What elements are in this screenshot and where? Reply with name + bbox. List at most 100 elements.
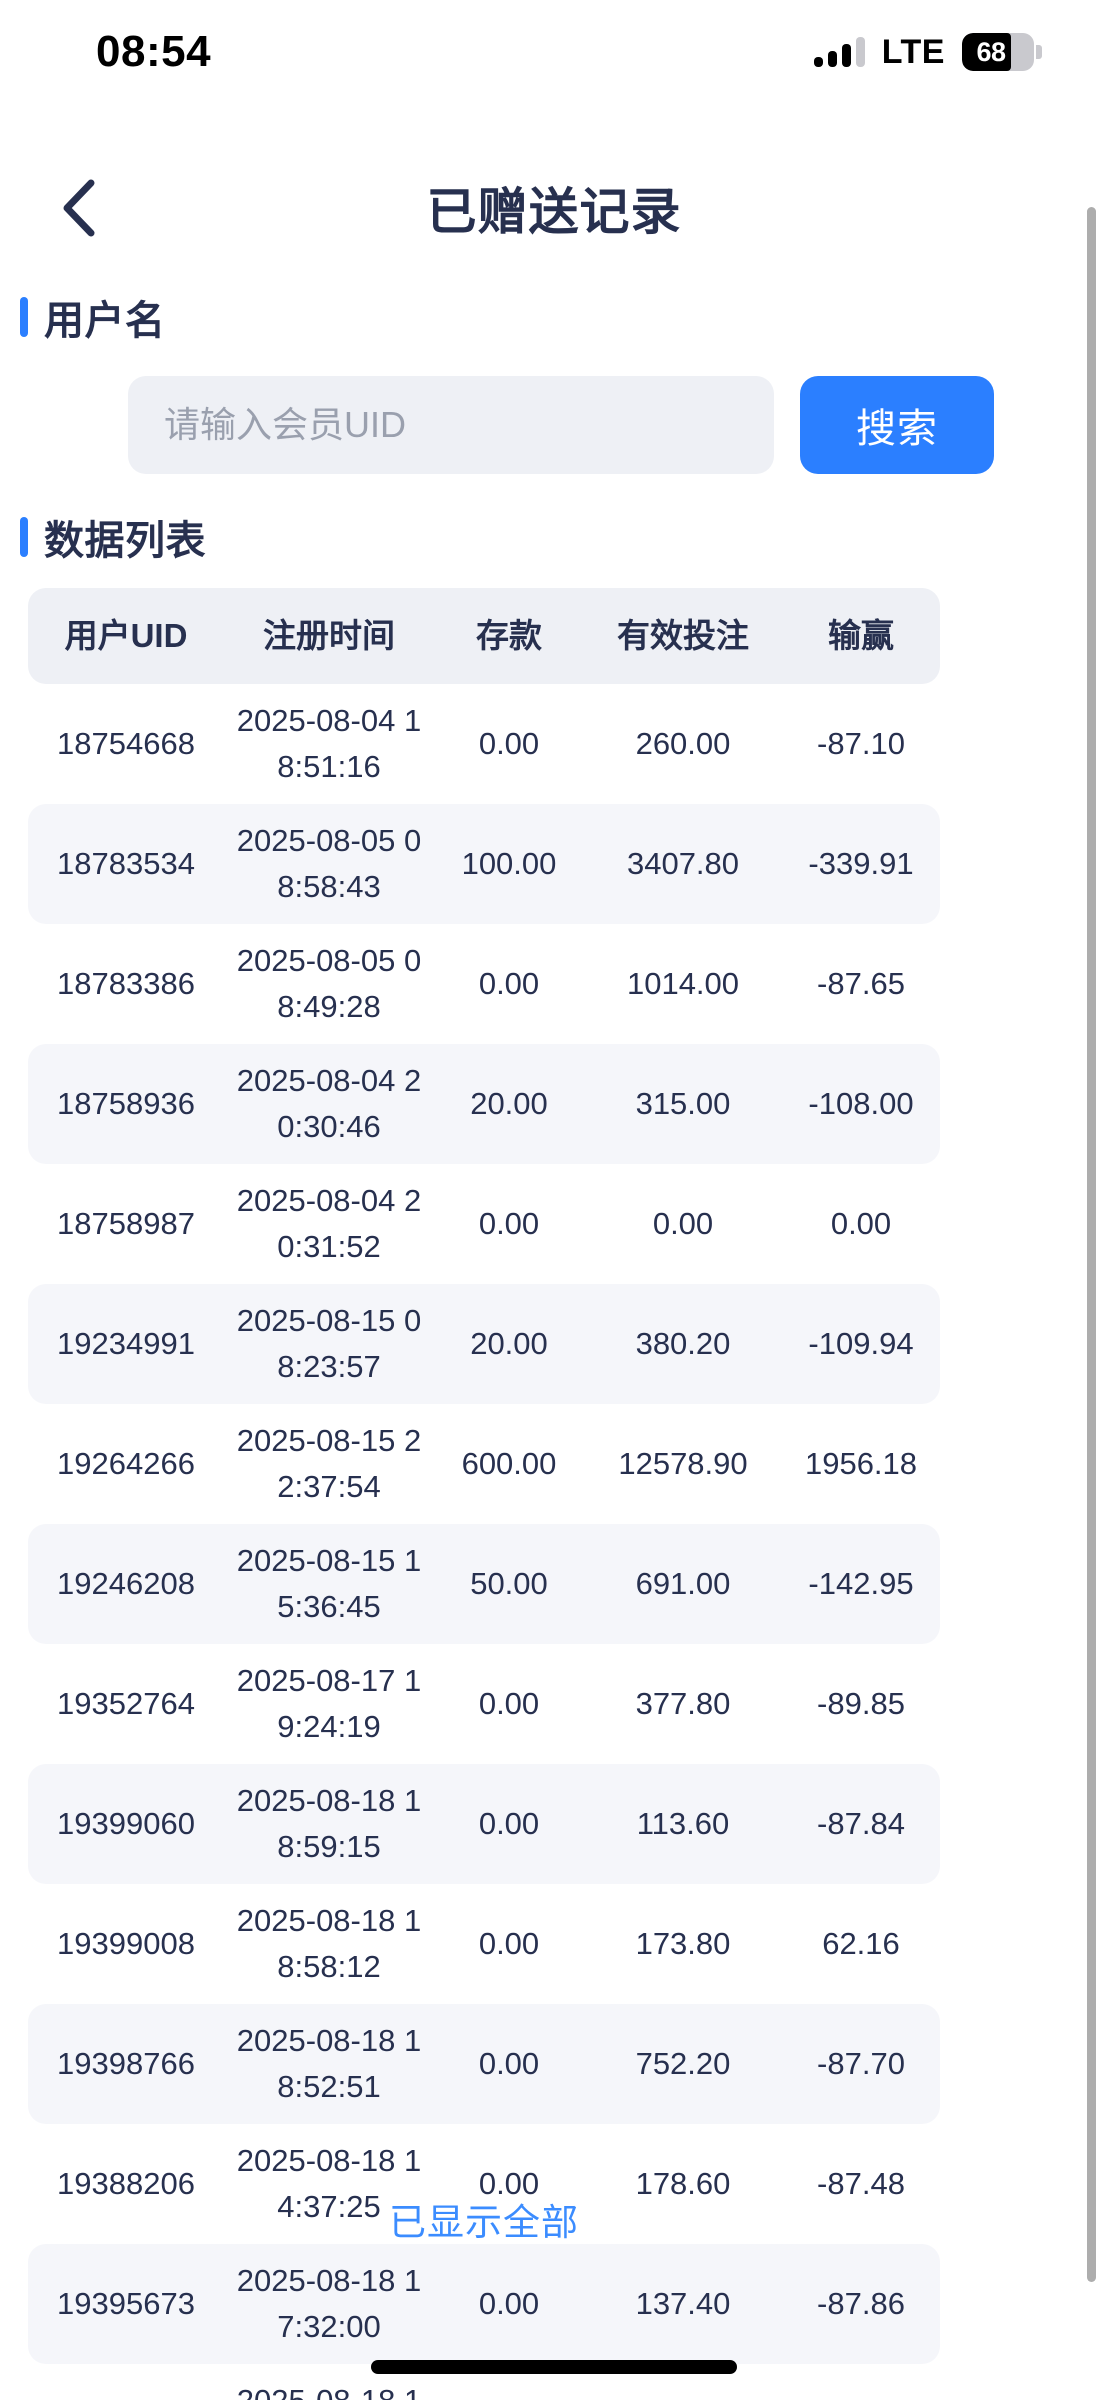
cell-register-time: 2025-08-05 08:58:43 xyxy=(236,823,422,904)
cell-winloss: -108.00 xyxy=(808,1086,914,1121)
cell-register-time: 2025-08-15 15:36:45 xyxy=(236,1543,422,1624)
cell-valid-bet: 113.60 xyxy=(636,1806,730,1841)
table-row[interactable]: 19395673 2025-08-18 17:32:00 0.00 137.40 -87… xyxy=(28,2244,940,2364)
battery-level-label: 68 xyxy=(976,36,1006,67)
chevron-left-icon xyxy=(59,177,99,239)
cell-register-time: 2025-08-05 08:49:28 xyxy=(236,943,422,1024)
accent-bar xyxy=(20,297,28,337)
cell-winloss: -87.70 xyxy=(817,2046,905,2081)
table-row[interactable]: 19234991 2025-08-15 08:23:57 20.00 380.20 -1… xyxy=(28,1284,940,1404)
cell-valid-bet: 260.00 xyxy=(635,726,731,761)
cell-winloss: -87.84 xyxy=(817,1806,905,1841)
cell-deposit: 0.00 xyxy=(434,2387,584,2400)
cell-valid-bet: 178.60 xyxy=(635,2166,731,2201)
cell-winloss: -109.94 xyxy=(808,1326,914,1361)
signal-bars-icon xyxy=(813,37,865,67)
cell-deposit: 20.00 xyxy=(470,1326,548,1361)
battery-icon: 68 xyxy=(962,33,1042,71)
cell-uid: 19246208 xyxy=(57,1566,195,1601)
cell-winloss: -88.00 xyxy=(782,2387,940,2400)
cell-deposit: 0.00 xyxy=(478,2046,540,2081)
cell-uid: 19234991 xyxy=(57,1326,195,1361)
page-title: 已赠送记录 xyxy=(426,184,682,240)
list-end-note[interactable]: 已显示全部 xyxy=(389,2202,579,2243)
cell-valid-bet: 12578.90 xyxy=(618,1446,748,1481)
table-row[interactable]: 19352764 2025-08-17 19:24:19 0.00 377.80 -89… xyxy=(28,1644,940,1764)
search-input[interactable] xyxy=(128,376,774,474)
data-table: 用户UID 注册时间 存款 有效投注 输赢 18754668 2025-08-04 18:5… xyxy=(28,588,940,2400)
cell-valid-bet: 173.80 xyxy=(635,1926,731,1961)
table-row[interactable]: 18783534 2025-08-05 08:58:43 100.00 3407.80… xyxy=(28,804,940,924)
table-row[interactable]: 19399060 2025-08-18 18:59:15 0.00 113.60 -87… xyxy=(28,1764,940,1884)
cell-uid: 18783534 xyxy=(57,846,195,881)
cell-register-time: 2025-08-04 18:51:16 xyxy=(236,703,422,784)
table-row[interactable]: 18758987 2025-08-04 20:31:52 0.00 0.00 0.00 xyxy=(28,1164,940,1284)
cell-valid-bet: 377.80 xyxy=(635,1686,731,1721)
cell-register-time: 2025-08-18 18:59:15 xyxy=(236,1783,422,1864)
column-header-time: 注册时间 xyxy=(263,617,395,654)
cell-register-time: 2025-08-18 14:37:25 xyxy=(236,2143,422,2224)
cell-winloss: -87.48 xyxy=(817,2166,905,2201)
cell-uid: 18758936 xyxy=(57,1086,195,1121)
cell-deposit: 50.00 xyxy=(470,1566,548,1601)
cell-register-time: 2025-08-18 18:52:51 xyxy=(236,2023,422,2104)
network-type-label: LTE xyxy=(881,32,945,71)
column-header-winloss: 输赢 xyxy=(828,617,894,654)
cell-uid: 19264266 xyxy=(57,1446,195,1481)
cell-uid: 19398766 xyxy=(57,2046,195,2081)
cell-deposit: 0.00 xyxy=(478,726,540,761)
cell-valid-bet: 0.00 xyxy=(652,1206,714,1241)
cell-deposit: 100.00 xyxy=(461,846,557,881)
table-row[interactable]: 19398766 2025-08-18 18:52:51 0.00 752.20 -87… xyxy=(28,2004,940,2124)
cell-register-time: 2025-08-17 19:24:19 xyxy=(236,1663,422,1744)
cell-valid-bet: 137.40 xyxy=(635,2286,731,2321)
table-header-row: 用户UID 注册时间 存款 有效投注 输赢 xyxy=(28,588,940,684)
table-row[interactable]: 18754668 2025-08-04 18:51:16 0.00 260.00 -87… xyxy=(28,684,940,804)
cell-winloss: -142.95 xyxy=(808,1566,914,1601)
accent-bar xyxy=(20,517,28,557)
table-row[interactable]: 18783386 2025-08-05 08:49:28 0.00 1014.00 -8… xyxy=(28,924,940,1044)
table-row[interactable]: 19264266 2025-08-15 22:37:54 600.00 12578.9… xyxy=(28,1404,940,1524)
search-row: 搜索 xyxy=(128,376,994,474)
cell-register-time: 2025-08-18 17:32:00 xyxy=(236,2263,422,2344)
cell-winloss: -87.65 xyxy=(817,966,905,1001)
table-row[interactable]: 18758936 2025-08-04 20:30:46 20.00 315.00 -1… xyxy=(28,1044,940,1164)
cell-valid-bet: 380.20 xyxy=(635,1326,731,1361)
cell-deposit: 0.00 xyxy=(478,2166,540,2201)
cell-winloss: -87.86 xyxy=(817,2286,905,2321)
vertical-scrollbar[interactable] xyxy=(1087,207,1096,2282)
table-row[interactable]: 193873292025-08-18 14:15:570.0088.00-88.… xyxy=(28,2364,940,2400)
cell-register-time: 2025-08-04 20:31:52 xyxy=(236,1183,422,1264)
back-button[interactable] xyxy=(36,160,122,256)
search-button[interactable]: 搜索 xyxy=(800,376,994,474)
column-header-bet: 有效投注 xyxy=(617,617,749,654)
status-bar: 08:54 LTE 68 xyxy=(0,0,1108,98)
cell-deposit: 0.00 xyxy=(478,2286,540,2321)
cell-uid: 18754668 xyxy=(57,726,195,761)
cell-deposit: 0.00 xyxy=(478,1686,540,1721)
section-label-datalist: 数据列表 xyxy=(20,508,206,566)
cell-register-time: 2025-08-15 08:23:57 xyxy=(236,1303,422,1384)
cell-deposit: 0.00 xyxy=(478,966,540,1001)
cell-uid: 19388206 xyxy=(57,2166,195,2201)
home-indicator xyxy=(371,2360,737,2374)
cell-winloss: 62.16 xyxy=(822,1926,900,1961)
cell-deposit: 20.00 xyxy=(470,1086,548,1121)
cell-deposit: 0.00 xyxy=(478,1926,540,1961)
cell-deposit: 0.00 xyxy=(478,1806,540,1841)
section-label-text: 用户名 xyxy=(44,299,166,343)
table-row[interactable]: 19388206 2025-08-18 14:37:25 0.00 178.60 -87… xyxy=(28,2124,940,2244)
cell-register-time: 2025-08-15 22:37:54 xyxy=(236,1423,422,1504)
cell-deposit: 600.00 xyxy=(461,1446,557,1481)
nav-bar: 已赠送记录 xyxy=(0,160,1108,256)
column-header-deposit: 存款 xyxy=(476,617,542,654)
cell-uid: 19352764 xyxy=(57,1686,195,1721)
cell-winloss: 1956.18 xyxy=(804,1446,918,1481)
cell-winloss: 0.00 xyxy=(830,1206,892,1241)
cell-uid: 19387329 xyxy=(28,2387,224,2400)
cell-register-time: 2025-08-18 14:15:57 xyxy=(224,2364,434,2400)
cell-uid: 18783386 xyxy=(57,966,195,1001)
table-row[interactable]: 19399008 2025-08-18 18:58:12 0.00 173.80 62.… xyxy=(28,1884,940,2004)
table-row[interactable]: 19246208 2025-08-15 15:36:45 50.00 691.00 -1… xyxy=(28,1524,940,1644)
